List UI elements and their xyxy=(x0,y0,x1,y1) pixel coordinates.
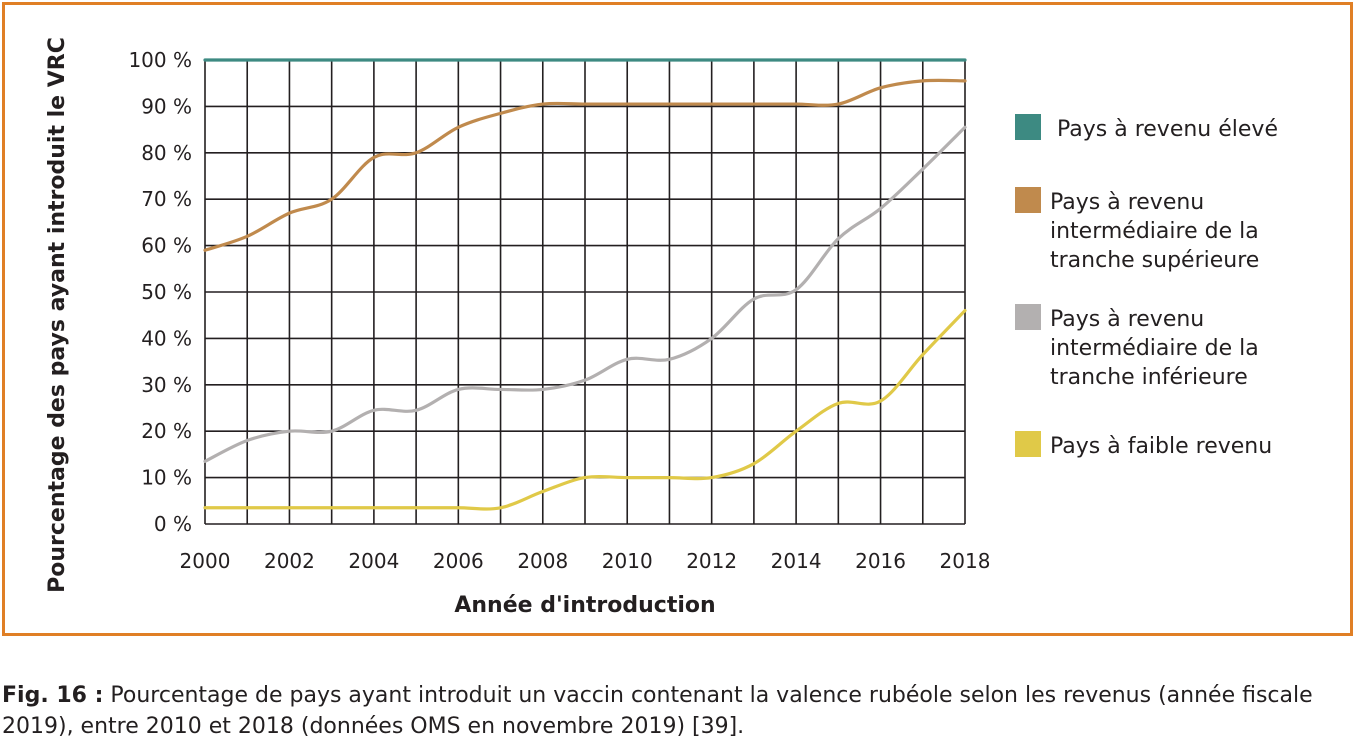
y-axis-ticks: 0 % 10 % 20 % 30 % 40 % 50 % 60 % 70 % 80 % 90 % 1… xyxy=(128,48,192,536)
legend-label-3: Pays à revenu intermédiaire de la tranche … xyxy=(1050,307,1259,390)
y-tick-label: 0 % xyxy=(154,512,192,536)
x-tick-label: 2014 xyxy=(771,549,822,573)
y-tick-label: 30 % xyxy=(141,373,192,397)
grid xyxy=(204,59,966,525)
series-line-3 xyxy=(203,125,967,463)
line-chart: 2000 2002 2004 2006 2008 2010 2012 2014 2016 2018… xyxy=(45,37,1278,618)
legend-swatch-3 xyxy=(1015,304,1041,330)
x-tick-label: 2008 xyxy=(517,549,568,573)
caption-label: Fig. 16 : xyxy=(2,683,104,708)
legend-label-4: Pays à faible revenu xyxy=(1050,434,1272,459)
caption-text: Pourcentage de pays ayant introduit un v… xyxy=(2,683,1313,739)
figure-caption: Fig. 16 : Pourcentage de pays ayant intr… xyxy=(2,680,1352,742)
series-line-4 xyxy=(203,308,967,511)
y-tick-label: 80 % xyxy=(141,141,192,165)
x-tick-label: 2010 xyxy=(602,549,653,573)
legend-label-2: Pays à revenu intermédiaire de la tranche … xyxy=(1050,190,1259,273)
y-tick-label: 10 % xyxy=(141,466,192,490)
series-line-2 xyxy=(203,78,967,252)
legend-label-1: Pays à revenu élevé xyxy=(1057,117,1278,142)
y-tick-label: 70 % xyxy=(141,187,192,211)
y-tick-label: 20 % xyxy=(141,419,192,443)
legend-swatch-1 xyxy=(1015,114,1041,140)
y-tick-label: 100 % xyxy=(128,48,192,72)
legend: Pays à revenu élevé Pays à revenu interméd… xyxy=(1015,114,1278,459)
y-tick-label: 60 % xyxy=(141,234,192,258)
x-tick-label: 2002 xyxy=(264,549,315,573)
x-tick-label: 2016 xyxy=(855,549,906,573)
x-axis-ticks: 2000 2002 2004 2006 2008 2010 2012 2014 2016 2018 xyxy=(180,549,991,573)
x-tick-label: 2006 xyxy=(433,549,484,573)
y-tick-label: 50 % xyxy=(141,280,192,304)
x-tick-label: 2000 xyxy=(180,549,231,573)
legend-swatch-4 xyxy=(1015,431,1041,457)
figure-frame xyxy=(2,2,1353,636)
x-tick-label: 2018 xyxy=(940,549,991,573)
y-tick-label: 40 % xyxy=(141,326,192,350)
series-lines xyxy=(203,58,967,511)
y-axis-label: Pourcentage des pays ayant introduit le … xyxy=(45,37,70,593)
x-tick-label: 2004 xyxy=(348,549,399,573)
x-tick-label: 2012 xyxy=(686,549,737,573)
y-tick-label: 90 % xyxy=(141,94,192,118)
x-axis-label: Année d'introduction xyxy=(454,593,715,618)
legend-swatch-2 xyxy=(1015,187,1041,213)
